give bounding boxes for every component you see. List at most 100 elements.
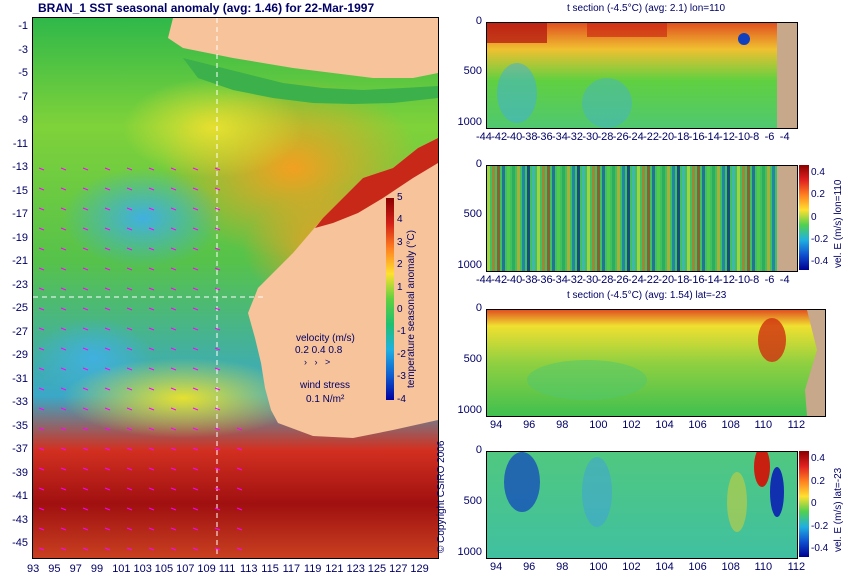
lat-tick: -27 (12, 325, 28, 338)
lat-tick: -11 (12, 137, 28, 150)
section-x-tick: -24 (627, 131, 644, 143)
section-x-tick: -20 (658, 274, 675, 286)
velocity-vector (126, 527, 133, 531)
velocity-band (707, 166, 710, 271)
velocity-vector (82, 447, 89, 451)
section-x-tick: -16 (688, 131, 705, 143)
velocity-band (487, 166, 490, 271)
velocity-vector (148, 187, 155, 191)
lat-tick: -25 (12, 302, 28, 314)
velocity-band (497, 166, 500, 271)
velocity-vector (82, 187, 89, 191)
section-x-tick: -32 (567, 131, 584, 143)
velocity-vector (104, 487, 111, 491)
velocity-vector (82, 347, 89, 351)
section-2-plot[interactable] (486, 165, 798, 272)
velocity-vector (60, 347, 67, 351)
velocity-vector (214, 347, 221, 351)
velocity-vector (60, 327, 67, 331)
section-4-side-label: vel. E (m/s) lat=-23 (833, 467, 844, 552)
velocity-vector (170, 447, 177, 451)
section-x-tick: 96 (523, 561, 536, 573)
section-x-tick: -18 (673, 274, 690, 286)
velocity-band (732, 166, 735, 271)
section-x-tick: -22 (643, 131, 659, 143)
velocity-vector (192, 547, 199, 551)
velocity-vector (126, 167, 133, 171)
velocity-vector (170, 247, 177, 251)
colorbar-tick: -2 (397, 348, 406, 360)
velocity-vector (148, 487, 155, 491)
lat-tick: -7 (18, 90, 28, 103)
section-colorbar-tick: -0.4 (811, 256, 829, 267)
velocity-vector (104, 527, 111, 531)
yellow-anomaly (123, 78, 303, 178)
velocity-vector (236, 507, 243, 511)
section-x-tick: 112 (787, 419, 806, 431)
section-x-tick: 100 (589, 561, 608, 573)
velocity-vector (38, 467, 45, 471)
section-2-colorbar (799, 165, 809, 270)
map-colorbar (386, 198, 394, 400)
velocity-vector (170, 167, 177, 171)
velocity-vector (192, 527, 199, 531)
velocity-vector (60, 267, 67, 271)
lat-tick: -17 (12, 208, 28, 220)
velocity-band (577, 166, 580, 271)
velocity-vector (126, 347, 133, 351)
velocity-vector (192, 287, 199, 291)
lon-tick: 97 (69, 563, 82, 575)
velocity-band (662, 166, 665, 271)
velocity-band (507, 166, 510, 271)
velocity-vector (38, 367, 45, 371)
cool-anomaly (63, 168, 223, 268)
velocity-vector (214, 507, 221, 511)
velocity-vector (38, 307, 45, 311)
section-x-tick: 98 (556, 561, 569, 573)
velocity-vector (38, 347, 45, 351)
section-x-tick: -34 (551, 131, 568, 143)
sst-map-canvas (33, 18, 438, 558)
lon-tick: 123 (346, 563, 365, 575)
velocity-vector (38, 287, 45, 291)
lon-tick: 127 (389, 563, 408, 575)
velocity-vector (126, 327, 133, 331)
velocity-vector (148, 347, 155, 351)
depth-tick: 0 (475, 15, 482, 27)
colorbar-tick: -1 (397, 326, 406, 338)
section-4-plot[interactable] (486, 451, 798, 559)
velocity-vector (170, 387, 177, 391)
velocity-vector (60, 387, 67, 391)
velocity-vector (148, 287, 155, 291)
velocity-vector (192, 387, 199, 391)
lat-tick: -5 (18, 67, 28, 79)
section-x-tick: 98 (556, 419, 569, 431)
velocity-vector (104, 267, 111, 271)
section-x-tick: 94 (490, 561, 503, 573)
velocity-vector (104, 467, 111, 471)
velocity-vector (214, 487, 221, 491)
velocity-vector (82, 227, 89, 231)
velocity-vector (148, 207, 155, 211)
section-4-colorbar (799, 451, 809, 557)
section-3-title: t section (-4.5°C) (avg: 1.54) lat=-23 (567, 290, 727, 301)
velocity-vector (104, 387, 111, 391)
velocity-vector (82, 507, 89, 511)
velocity-vector (126, 367, 133, 371)
velocity-band (722, 166, 725, 271)
velocity-vector (126, 207, 133, 211)
depth-tick: 500 (463, 208, 482, 221)
velocity-band (562, 166, 565, 271)
section-colorbar-tick: 0 (811, 211, 817, 223)
seafloor (777, 23, 797, 128)
section-1-plot[interactable] (486, 22, 798, 129)
velocity-legend-values: 0.2 0.4 0.8 (295, 345, 343, 356)
sst-map[interactable] (32, 17, 439, 559)
lat-tick: -39 (12, 466, 28, 479)
velocity-vector (214, 467, 221, 471)
velocity-band (727, 166, 730, 271)
velocity-vector (214, 267, 221, 271)
velocity-vector (38, 527, 45, 531)
velocity-vector (60, 447, 67, 451)
section-3-plot[interactable] (486, 309, 826, 417)
